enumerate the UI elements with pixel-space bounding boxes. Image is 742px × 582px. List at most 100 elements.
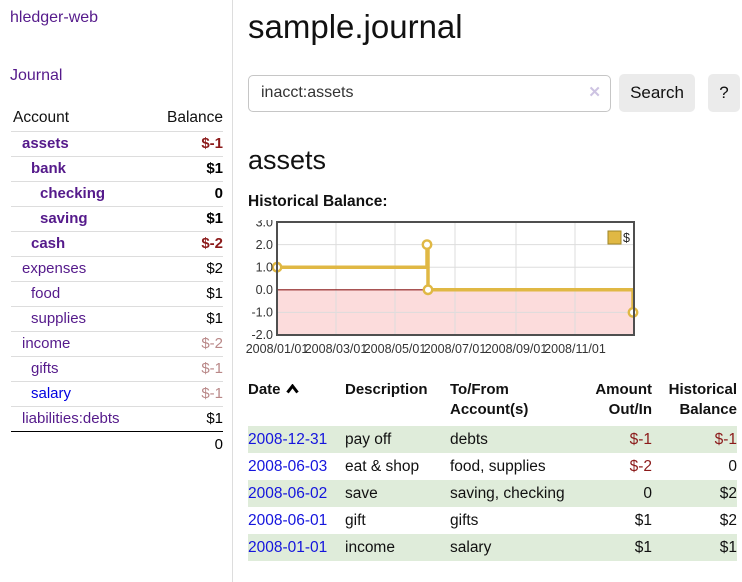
accounts-column-header: To/From Account(s) bbox=[450, 381, 529, 418]
transaction-amount: $1 bbox=[634, 512, 652, 529]
svg-text:2008/07/01: 2008/07/01 bbox=[424, 342, 487, 356]
svg-text:2008/09/01: 2008/09/01 bbox=[485, 342, 548, 356]
transaction-date-link[interactable]: 2008-06-03 bbox=[248, 458, 328, 475]
register-header-row: Date Description To/From Account(s) Amou… bbox=[248, 378, 737, 426]
account-row: saving $1 bbox=[11, 207, 223, 232]
svg-text:0.0: 0.0 bbox=[256, 283, 273, 297]
transaction-row[interactable]: 2008-06-02 save saving, checking 0 $2 bbox=[248, 480, 737, 507]
search-bar: ✕ Search ? bbox=[248, 74, 742, 112]
account-link[interactable]: assets bbox=[22, 135, 69, 152]
account-balance: $1 bbox=[206, 210, 223, 227]
svg-text:-2.0: -2.0 bbox=[251, 328, 273, 342]
date-column-header[interactable]: Date bbox=[248, 378, 345, 426]
transaction-balance: $-1 bbox=[714, 431, 737, 448]
account-heading: assets bbox=[248, 145, 327, 175]
account-link[interactable]: supplies bbox=[31, 310, 87, 327]
transaction-accounts: salary bbox=[450, 539, 492, 556]
historical-balance-chart: $ 3.0 2.0 1.0 0.0 -1.0 -2.0 2008/01/01 2… bbox=[245, 216, 735, 360]
account-balance: $-2 bbox=[201, 335, 223, 352]
legend-swatch bbox=[607, 230, 622, 245]
transaction-accounts: saving, checking bbox=[450, 485, 565, 502]
account-row: checking 0 bbox=[11, 182, 223, 207]
transaction-description: eat & shop bbox=[345, 458, 420, 475]
transaction-row[interactable]: 2008-01-01 income salary $1 $1 bbox=[248, 534, 737, 561]
svg-text:2008/03/01: 2008/03/01 bbox=[305, 342, 368, 356]
accounts-total: 0 bbox=[214, 436, 223, 453]
main-content: sample.journal ✕ Search ? assets Histori… bbox=[245, 0, 742, 561]
register-table: Date Description To/From Account(s) Amou… bbox=[248, 378, 737, 561]
svg-text:2008/01/01: 2008/01/01 bbox=[246, 342, 309, 356]
account-balance: $1 bbox=[206, 410, 223, 427]
svg-text:3.0: 3.0 bbox=[256, 220, 273, 230]
account-balance: $1 bbox=[206, 285, 223, 302]
transaction-balance: $2 bbox=[719, 512, 737, 529]
transaction-description: save bbox=[345, 485, 378, 502]
transaction-accounts: food, supplies bbox=[450, 458, 546, 475]
account-row: salary $-1 bbox=[11, 382, 223, 407]
transaction-description: pay off bbox=[345, 431, 392, 448]
account-row: expenses $2 bbox=[11, 257, 223, 282]
transaction-date-link[interactable]: 2008-06-02 bbox=[248, 485, 328, 502]
transaction-amount: 0 bbox=[643, 485, 652, 502]
account-balance: $-1 bbox=[201, 385, 223, 402]
sort-asc-icon bbox=[285, 383, 299, 394]
accounts-table: Account Balance assets $-1 bank $1 check… bbox=[11, 106, 223, 456]
account-balance: $1 bbox=[206, 310, 223, 327]
account-link[interactable]: food bbox=[31, 285, 61, 302]
search-input[interactable] bbox=[248, 74, 611, 112]
transaction-date-link[interactable]: 2008-12-31 bbox=[248, 431, 328, 448]
account-balance: $-1 bbox=[201, 135, 223, 152]
balance-column-header-register: Historical Balance bbox=[668, 381, 737, 418]
svg-text:2.0: 2.0 bbox=[256, 238, 273, 252]
account-row: food $1 bbox=[11, 282, 223, 307]
app-title-link[interactable]: hledger-web bbox=[10, 9, 99, 26]
search-button[interactable]: Search bbox=[619, 74, 695, 112]
transaction-row[interactable]: 2008-06-01 gift gifts $1 $2 bbox=[248, 507, 737, 534]
description-column-header: Description bbox=[345, 381, 428, 398]
account-link[interactable]: gifts bbox=[31, 360, 59, 377]
transaction-balance: $2 bbox=[719, 485, 737, 502]
account-balance: $-1 bbox=[201, 360, 223, 377]
sidebar: hledger-web Journal Account Balance asse… bbox=[0, 0, 233, 582]
transaction-description: income bbox=[345, 539, 395, 556]
y-axis-labels: 3.0 2.0 1.0 0.0 -1.0 -2.0 bbox=[251, 216, 273, 343]
transaction-amount: $1 bbox=[634, 539, 652, 556]
svg-text:1.0: 1.0 bbox=[256, 261, 273, 275]
account-link[interactable]: salary bbox=[31, 385, 72, 402]
transaction-date-link[interactable]: 2008-01-01 bbox=[248, 539, 328, 556]
account-row: cash $-2 bbox=[11, 232, 223, 257]
sidebar-item-journal[interactable]: Journal bbox=[10, 67, 63, 84]
legend-label: $ bbox=[623, 231, 630, 245]
svg-text:-1.0: -1.0 bbox=[251, 306, 273, 320]
account-link[interactable]: liabilities:debts bbox=[22, 410, 120, 427]
transaction-description: gift bbox=[345, 512, 366, 529]
transaction-accounts: gifts bbox=[450, 512, 479, 529]
account-row: assets $-1 bbox=[11, 132, 223, 157]
transaction-amount: $-1 bbox=[629, 431, 652, 448]
account-row: gifts $-1 bbox=[11, 357, 223, 382]
account-balance: $-2 bbox=[201, 235, 223, 252]
x-axis-labels: 2008/01/01 2008/03/01 2008/05/01 2008/07… bbox=[246, 342, 606, 356]
transaction-row[interactable]: 2008-12-31 pay off debts $-1 $-1 bbox=[248, 426, 737, 453]
account-link[interactable]: cash bbox=[31, 235, 66, 252]
transaction-balance: $1 bbox=[719, 539, 737, 556]
help-button[interactable]: ? bbox=[708, 74, 740, 112]
account-link[interactable]: income bbox=[22, 335, 71, 352]
account-balance: $2 bbox=[206, 260, 223, 277]
account-link[interactable]: checking bbox=[40, 185, 106, 202]
account-column-header: Account bbox=[13, 109, 70, 126]
transaction-balance: 0 bbox=[728, 458, 737, 475]
account-row: supplies $1 bbox=[11, 307, 223, 332]
account-link[interactable]: expenses bbox=[22, 260, 87, 277]
svg-text:2008/11/01: 2008/11/01 bbox=[544, 342, 606, 356]
v-gridlines bbox=[335, 222, 576, 335]
accounts-rows: assets $-1 bank $1 checking 0 saving $1 … bbox=[11, 132, 223, 432]
account-link[interactable]: saving bbox=[40, 210, 88, 227]
account-row: income $-2 bbox=[11, 332, 223, 357]
account-link[interactable]: bank bbox=[31, 160, 67, 177]
clear-search-icon[interactable]: ✕ bbox=[588, 83, 601, 101]
transaction-row[interactable]: 2008-06-03 eat & shop food, supplies $-2… bbox=[248, 453, 737, 480]
transaction-date-link[interactable]: 2008-06-01 bbox=[248, 512, 328, 529]
account-balance: 0 bbox=[214, 185, 223, 202]
transaction-amount: $-2 bbox=[629, 458, 652, 475]
